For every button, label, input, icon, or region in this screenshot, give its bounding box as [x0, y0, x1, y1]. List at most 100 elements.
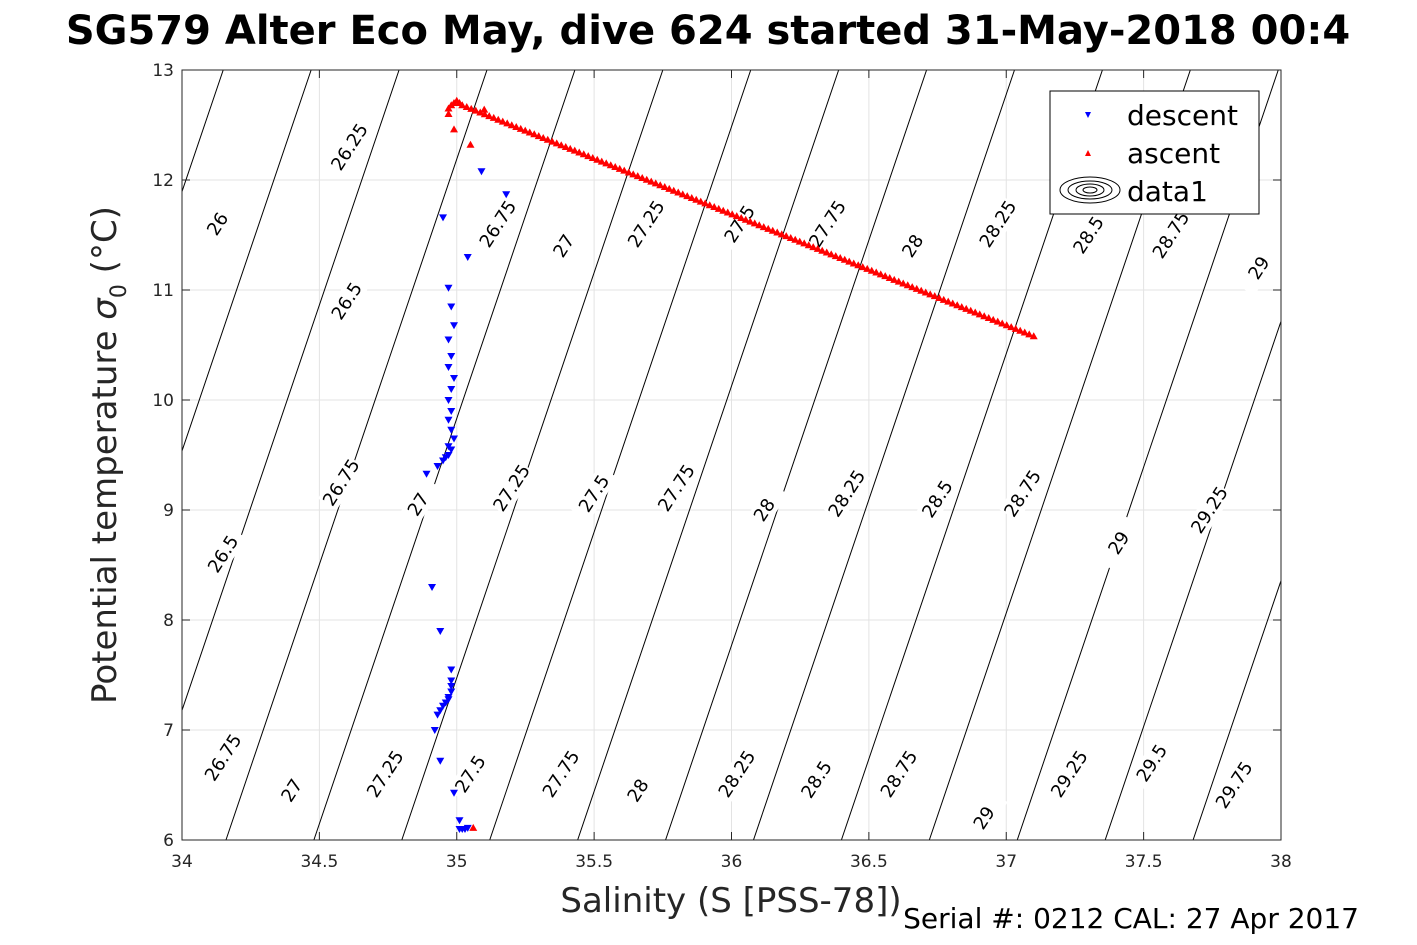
descent-point	[447, 666, 456, 674]
ascent-point	[786, 233, 795, 241]
descent-point	[450, 375, 459, 382]
ascent-point	[602, 159, 611, 167]
ascent-point	[741, 215, 750, 223]
isopycnal-line	[753, 70, 1015, 840]
contour-label-background	[326, 119, 373, 175]
descent-point	[477, 168, 486, 176]
ascent-point	[469, 823, 478, 831]
ascent-point	[795, 237, 804, 245]
descent-point	[502, 191, 511, 199]
ascent-point	[818, 246, 827, 254]
contour-label-background	[1065, 207, 1113, 263]
legend-ascent-label: ascent	[1127, 137, 1220, 170]
x-tick-label: 34.5	[300, 852, 338, 872]
contour-label-background	[1235, 240, 1283, 296]
ascent-point	[480, 110, 489, 118]
contour-label-background	[1046, 746, 1093, 802]
ascent-point	[651, 179, 660, 187]
ascent-point	[890, 275, 899, 283]
ascent-point	[467, 104, 476, 112]
ascent-point	[737, 213, 746, 221]
descent-point	[447, 688, 456, 696]
ascent-point	[647, 177, 656, 185]
legend-contour-icon	[1059, 176, 1121, 204]
ascent-point	[1011, 324, 1020, 332]
ascent-point	[719, 206, 728, 214]
descent-point	[444, 364, 453, 371]
ascent-point	[593, 155, 602, 163]
descent-point	[463, 254, 472, 261]
isopycnal-line	[1104, 319, 1281, 840]
ascent-point	[494, 115, 503, 123]
ascent-point	[998, 319, 1007, 327]
contour-label-background	[875, 746, 923, 802]
contour-label-background	[974, 196, 1022, 252]
contour-label-background	[447, 746, 494, 802]
descent-point	[447, 677, 456, 685]
legend-ascent-marker	[1085, 150, 1091, 156]
contour-label-background	[268, 762, 316, 819]
ascent-point	[962, 304, 971, 312]
y-axis-label: Potential temperature σ0 (°C)	[85, 206, 132, 704]
ascent-point	[624, 168, 633, 176]
contour-label-background	[537, 746, 585, 802]
y-tick-label: 10	[152, 391, 174, 411]
contour-label-background	[488, 460, 536, 516]
ascent-point	[512, 123, 521, 131]
contour-label-background	[1147, 207, 1195, 263]
descent-point	[455, 817, 464, 825]
ascent-point	[773, 228, 782, 236]
contour-label-background	[823, 465, 871, 522]
ascent-point	[849, 259, 858, 267]
contour-label-background	[653, 460, 700, 516]
ascent-point	[584, 152, 593, 160]
x-axis-label: Salinity (S [PSS-78])	[560, 881, 901, 921]
ascent-point	[674, 188, 683, 196]
ascent-point	[903, 281, 912, 289]
ascent-point	[926, 290, 935, 298]
ascent-point	[917, 286, 926, 294]
descent-point	[428, 584, 437, 591]
ascent-point	[840, 255, 849, 263]
contour-label-background	[614, 762, 662, 819]
ascent-point	[935, 294, 944, 302]
x-tick-label: 36	[721, 852, 743, 872]
ascent-point	[782, 232, 791, 240]
ascent-point	[480, 105, 489, 113]
ascent-point	[579, 150, 588, 158]
ascent-point	[912, 284, 921, 292]
ascent-point	[953, 301, 962, 309]
ascent-point	[503, 119, 512, 127]
ascent-point	[876, 270, 885, 278]
ascent-point	[705, 201, 714, 209]
ascent-point	[476, 108, 485, 116]
y-tick-label: 6	[163, 831, 174, 851]
descent-point	[447, 386, 456, 393]
ascent-point	[575, 148, 584, 156]
legend-box	[1049, 90, 1260, 215]
contour-label-background	[323, 273, 371, 329]
ascent-point	[804, 241, 813, 249]
x-tick-label: 37.5	[1125, 852, 1163, 872]
ascent-point	[813, 244, 822, 252]
contour-label-background	[361, 746, 409, 802]
contour-label-background	[793, 751, 841, 808]
ascent-point	[732, 212, 741, 220]
y-axis-label-subscript: 0	[107, 284, 132, 298]
contour-label-background	[1128, 735, 1176, 791]
legend-descent-marker	[1085, 112, 1091, 118]
contour-label-background	[999, 465, 1047, 522]
descent-point	[447, 408, 456, 415]
ascent-point	[450, 125, 459, 133]
descent-point	[439, 214, 448, 222]
ascent-point	[908, 283, 917, 291]
ascent-point	[516, 124, 525, 132]
isopycnal-line	[182, 70, 400, 712]
ascent-point	[971, 308, 980, 316]
ascent-point	[1007, 323, 1016, 331]
ascent-point	[1016, 326, 1025, 334]
descent-point	[430, 727, 439, 734]
ascent-point	[980, 312, 989, 320]
contour-label-background	[474, 196, 522, 252]
ascent-point	[683, 192, 692, 200]
